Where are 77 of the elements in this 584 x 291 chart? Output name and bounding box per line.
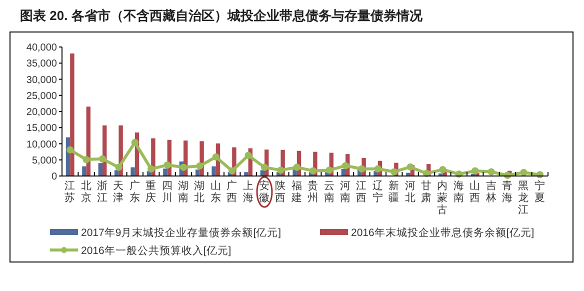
x-tick-label: 上海: [242, 179, 254, 204]
x-tick-label: 广东: [129, 179, 140, 204]
y-tick-label: 20,000: [26, 107, 58, 118]
point: [66, 146, 74, 154]
point: [180, 164, 188, 171]
x-tick-label: 天津: [113, 180, 124, 204]
bar: [163, 168, 168, 176]
point: [390, 168, 398, 176]
point: [260, 164, 268, 171]
bar: [130, 167, 135, 176]
x-tick-label: 云南: [324, 180, 335, 204]
point: [293, 164, 300, 171]
point: [164, 161, 171, 169]
legend-label: 2017年9月末城投企业存量债券余额[亿元]: [81, 226, 282, 239]
x-tick-label: 甘肃: [421, 179, 432, 204]
bar: [98, 163, 102, 176]
point: [228, 167, 236, 174]
point: [310, 167, 317, 174]
x-tick-label: 山西: [470, 179, 481, 204]
point: [277, 166, 284, 174]
y-tick-label: 35,000: [26, 58, 58, 70]
x-tick-label: 河南: [340, 180, 351, 204]
chart-title: 图表 20. 各省市（不含西藏自治区）城投企业带息债务与存量债券情况: [20, 8, 424, 23]
point: [358, 165, 366, 173]
y-tick-label: 30,000: [26, 74, 58, 86]
x-tick-label: 宁夏: [534, 179, 546, 204]
y-tick-label: 0: [51, 172, 58, 182]
x-tick-label: 湖南: [178, 180, 189, 204]
point: [115, 164, 122, 171]
bar: [212, 166, 216, 176]
point: [488, 168, 495, 176]
bar: [292, 170, 297, 176]
x-tick-label: 吉林: [484, 179, 497, 204]
point: [406, 163, 414, 171]
x-tick-label: 湖北: [194, 180, 206, 204]
point: [131, 138, 138, 146]
legend-label: 2016年一般公共预算收入[亿元]: [81, 244, 232, 257]
x-tick-label: 贵州: [308, 179, 319, 204]
x-tick-label: 江西: [356, 180, 368, 204]
x-tick-label: 海南: [453, 180, 464, 204]
x-tick-label: 山东: [210, 179, 222, 204]
x-tick-label: 黑龙江: [518, 180, 530, 216]
x-tick-label: 辽宁: [372, 180, 384, 204]
x-tick-label: 河北: [404, 180, 416, 204]
y-tick-label: 5,000: [32, 155, 58, 166]
point: [98, 155, 106, 163]
point: [472, 167, 479, 174]
bar: [70, 53, 74, 176]
x-tick-label: 新疆: [388, 179, 400, 204]
y-tick-label: 25,000: [26, 90, 58, 102]
bar: [82, 166, 86, 176]
x-tick-label: 重庆: [146, 179, 157, 204]
point: [196, 162, 204, 170]
x-tick-label: 浙江: [97, 179, 108, 204]
y-tick-label: 10,000: [26, 139, 58, 150]
bar: [244, 172, 248, 176]
y-tick-label: 40,000: [26, 42, 58, 54]
point: [342, 162, 350, 170]
point: [439, 166, 446, 174]
x-tick-label: 广西: [226, 179, 238, 204]
point: [212, 153, 220, 161]
point: [82, 156, 90, 164]
x-tick-label: 四川: [162, 180, 173, 204]
x-tick-label: 安徽: [259, 179, 270, 204]
x-tick-label: 内蒙古: [437, 179, 448, 216]
x-tick-label: 福建: [290, 179, 302, 204]
point: [520, 168, 528, 176]
point: [326, 166, 333, 174]
x-tick-label: 江苏: [64, 180, 76, 204]
x-tick-label: 北京: [80, 179, 92, 204]
point: [244, 152, 252, 159]
x-tick-label: 陕西: [275, 180, 286, 204]
y-tick-label: 15,000: [26, 123, 58, 134]
legend-label: 2016年末城投企业带息债务余额[亿元]: [351, 226, 534, 239]
point: [374, 165, 382, 173]
x-tick-label: 青海: [502, 179, 513, 204]
point: [148, 165, 155, 173]
